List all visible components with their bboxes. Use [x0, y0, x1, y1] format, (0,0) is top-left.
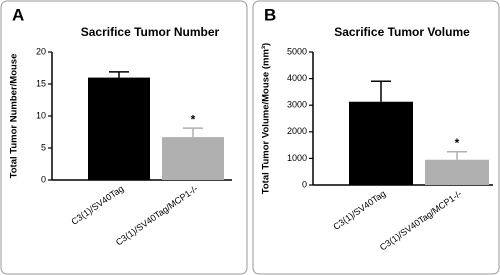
error-bar	[183, 127, 203, 138]
error-bar	[371, 80, 391, 102]
panel-letter: A	[12, 5, 24, 24]
error-bar	[109, 71, 129, 78]
y-tick-label: 20	[36, 46, 46, 56]
bar	[162, 137, 224, 180]
chart-title: Sacrifice Tumor Number	[81, 25, 220, 39]
y-axis-label: Total Tumor Volume/Mouse (mm³)	[261, 43, 272, 194]
annotation: *	[191, 112, 196, 126]
bar	[425, 159, 489, 185]
y-tick-label: 10	[36, 110, 46, 120]
panel-letter: B	[264, 5, 276, 24]
y-tick-label: 1000	[287, 153, 307, 163]
x-tick-label: C3(1)/SV40Tag/MCP1-/-	[378, 188, 464, 252]
y-tick-label: 0	[302, 179, 307, 189]
y-tick-label: 0	[41, 174, 46, 184]
y-tick-label: 5000	[287, 46, 307, 56]
error-bar	[447, 151, 467, 160]
y-tick-label: 5	[41, 142, 46, 152]
bar	[349, 101, 413, 185]
y-tick-label: 15	[36, 78, 46, 88]
annotation: *	[455, 136, 460, 150]
bar	[88, 77, 150, 180]
y-tick-label: 2000	[287, 126, 307, 136]
y-tick-label: 4000	[287, 73, 307, 83]
x-tick-label: C3(1)/SV40Tag	[331, 188, 387, 231]
x-tick-label: C3(1)/SV40Tag	[69, 183, 125, 226]
y-axis-label: Total Tumor Number/Mouse	[9, 54, 20, 179]
panel-frame	[0, 0, 248, 275]
chart-title: Sacrifice Tumor Volume	[334, 25, 470, 39]
y-tick-label: 3000	[287, 100, 307, 110]
panel-frame	[252, 0, 500, 275]
x-tick-label: C3(1)/SV40Tag/MCP1-/-	[114, 183, 200, 247]
